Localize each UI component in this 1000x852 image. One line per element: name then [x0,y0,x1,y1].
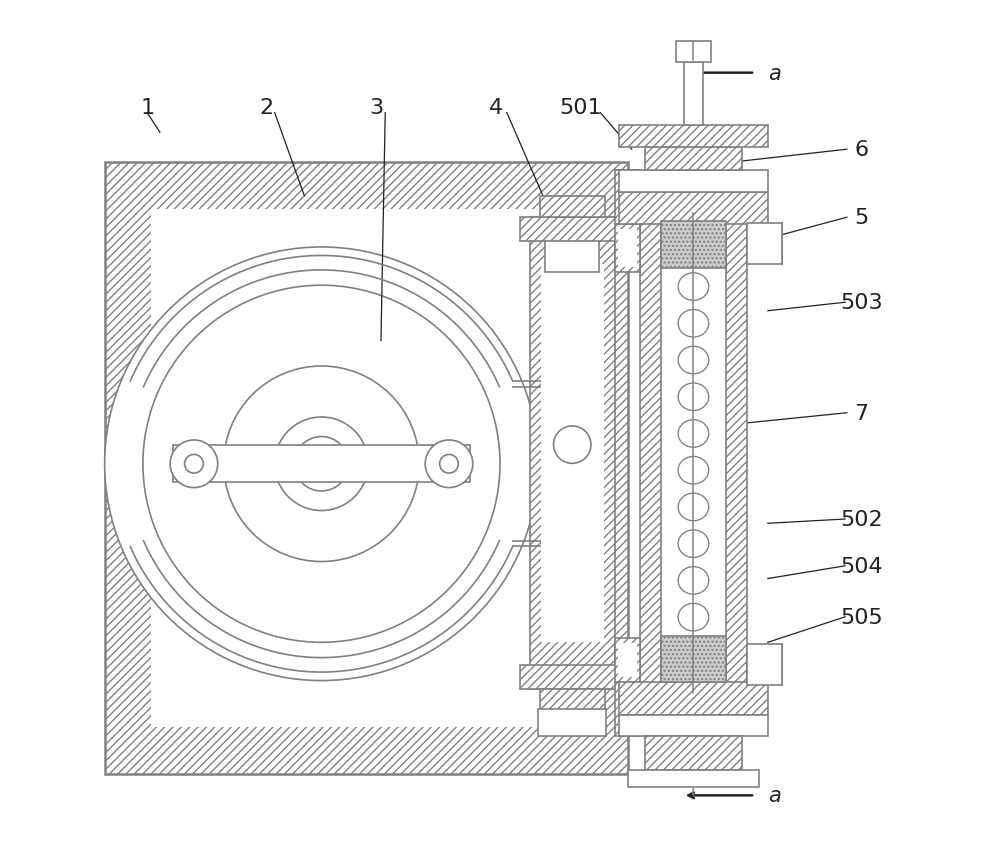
Bar [661,216,726,691]
Text: a: a [768,64,781,83]
Text: 505: 505 [840,607,883,627]
Text: 6: 6 [854,140,868,160]
Bar [615,682,640,736]
Bar [640,193,747,715]
Bar [541,265,604,642]
Text: 4: 4 [489,97,503,118]
Circle shape [224,366,419,561]
Circle shape [143,286,500,642]
Bar [151,210,581,728]
Bar [661,636,726,682]
Bar [618,688,637,731]
Text: 5: 5 [854,208,868,228]
Bar [645,736,742,770]
Bar [105,163,628,774]
Text: 504: 504 [840,556,883,576]
Bar [540,197,605,218]
Circle shape [440,455,458,474]
Bar [661,222,726,269]
Bar [747,644,782,685]
Text: 503: 503 [840,293,883,313]
Bar [530,218,615,689]
Bar [619,171,768,193]
Circle shape [170,440,218,488]
Bar [618,643,637,677]
Text: a: a [768,786,781,805]
Bar [645,147,742,171]
Text: 1: 1 [140,97,154,118]
Bar [747,224,782,265]
Bar [615,225,640,273]
Bar [618,230,637,268]
Bar [538,709,606,736]
Circle shape [554,426,591,463]
Circle shape [275,417,368,511]
Bar [619,715,768,736]
Bar [684,62,703,126]
Bar [628,770,759,787]
Bar [676,42,711,62]
Bar [615,638,640,682]
Circle shape [425,440,473,488]
Text: 3: 3 [370,97,384,118]
Text: 502: 502 [840,509,883,529]
Bar [173,446,470,483]
Text: 7: 7 [854,403,868,423]
Text: 2: 2 [259,97,273,118]
Bar [619,193,768,225]
Circle shape [105,248,538,681]
Text: 501: 501 [559,97,602,118]
Bar [618,176,637,220]
Bar [615,171,640,225]
Circle shape [294,437,349,492]
Bar [520,218,625,242]
Bar [619,126,768,147]
Bar [619,682,768,715]
Bar [545,218,599,273]
Circle shape [185,455,203,474]
Bar [540,689,605,711]
Bar [520,665,625,689]
